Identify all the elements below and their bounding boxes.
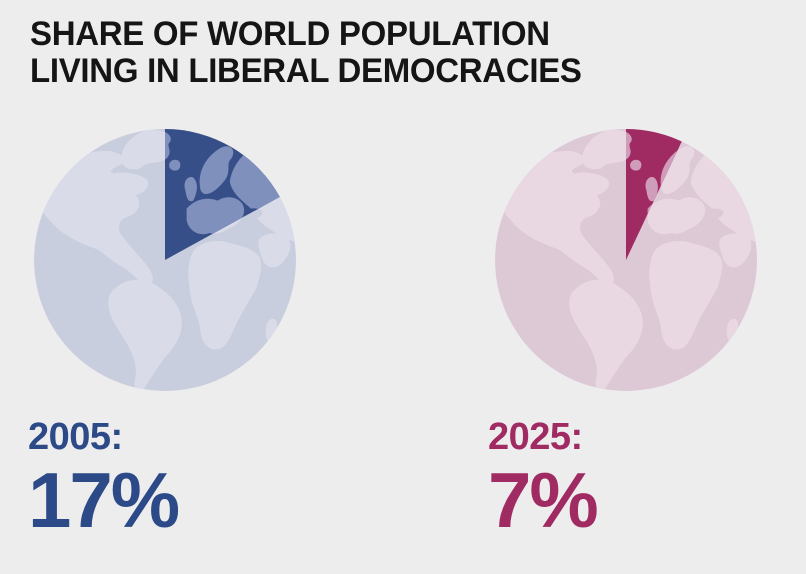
year-label-2025: 2025: [488,416,583,458]
title-line-2: LIVING IN LIBERAL DEMOCRACIES [30,51,582,90]
globe-pie-2005 [30,125,300,395]
labels-2025: 2025: 7% [488,416,599,544]
globe-pie-2025 [491,125,761,395]
globe-pie-svg-2025 [495,129,757,391]
year-label-2005: 2005: [28,416,123,458]
chart-title: SHARE OF WORLD POPULATION LIVING IN LIBE… [30,16,582,89]
value-label-2005: 17% [28,455,180,544]
title-line-1: SHARE OF WORLD POPULATION [30,15,550,53]
globe-pie-svg-2005 [34,129,296,391]
labels-2005: 2005: 17% [28,416,180,544]
value-label-2025: 7% [488,455,599,544]
